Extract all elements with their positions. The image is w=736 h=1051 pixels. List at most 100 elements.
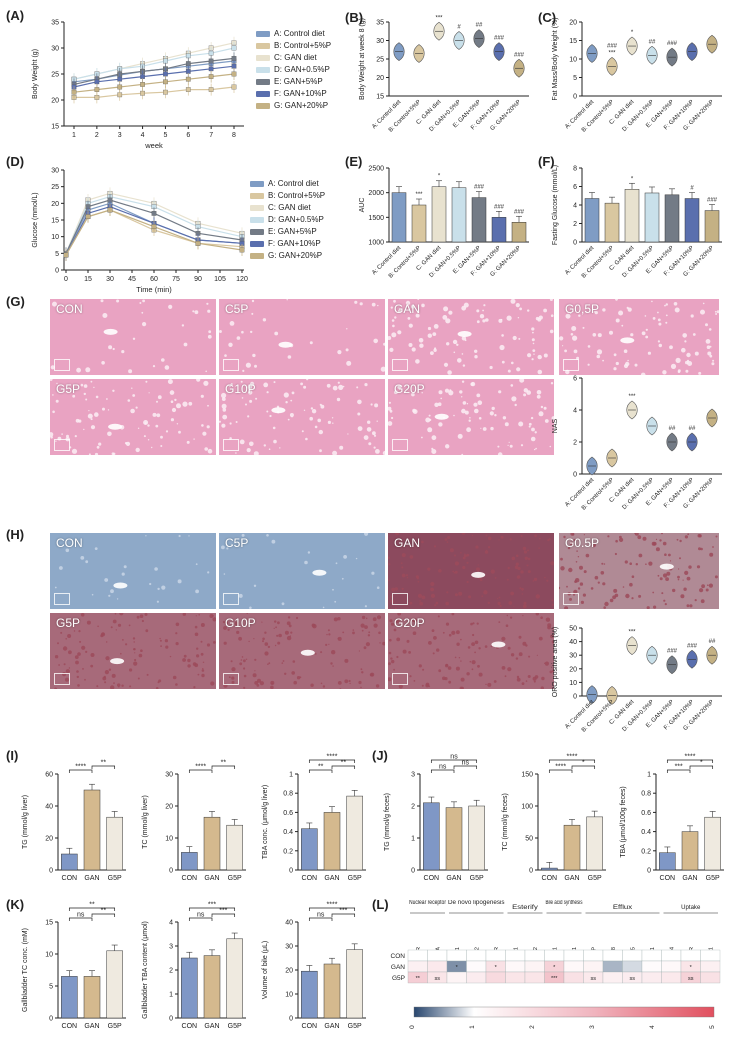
vacuole — [537, 369, 543, 375]
lipid-droplet — [577, 556, 580, 558]
vacuole — [502, 416, 507, 420]
y-tick-label: 50 — [569, 626, 577, 633]
vacuole — [466, 403, 469, 405]
lipid-droplet — [413, 680, 416, 682]
lipid-droplet — [484, 550, 489, 554]
lipid-droplet — [412, 545, 415, 547]
lipid-droplet — [337, 637, 340, 640]
vacuole — [188, 401, 193, 406]
lipid-droplet — [79, 640, 82, 643]
lipid-droplet — [376, 586, 380, 589]
inset-box — [54, 439, 70, 451]
y-axis-title: TG (mmol/g liver) — [22, 795, 29, 849]
lipid-droplet — [511, 556, 516, 561]
lipid-droplet — [469, 660, 472, 663]
y-tick-label: 20 — [569, 20, 577, 27]
lipid-droplet — [509, 538, 512, 541]
vacuole — [497, 445, 500, 448]
vacuole — [375, 449, 380, 454]
vacuole — [152, 412, 157, 417]
legend-item: D: GAN+0.5%P — [250, 214, 325, 226]
bar — [181, 852, 198, 871]
lipid-droplet — [282, 660, 285, 662]
series-line — [73, 73, 235, 93]
lipid-droplet — [686, 576, 691, 581]
vacuole — [544, 419, 549, 423]
legend-label: D: GAN+0.5%P — [274, 65, 330, 74]
vacuole — [516, 367, 521, 372]
bar — [644, 192, 660, 243]
lipid-droplet — [241, 656, 244, 658]
vacuole — [50, 365, 55, 370]
lipid-droplet — [629, 582, 633, 587]
lipid-droplet — [466, 553, 470, 557]
lipid-droplet — [198, 614, 200, 616]
lipid-droplet — [145, 535, 147, 537]
vacuole — [50, 432, 54, 437]
lipid-droplet — [523, 605, 526, 608]
vacuole — [520, 444, 524, 447]
lipid-droplet — [436, 648, 440, 652]
vacuole — [287, 355, 292, 359]
lipid-droplet — [707, 584, 709, 586]
vacuole — [90, 418, 93, 421]
vacuole — [480, 427, 482, 429]
vacuole — [171, 407, 177, 413]
lipid-droplet — [651, 541, 656, 546]
vacuole — [715, 313, 718, 315]
y-tick-label: 0 — [529, 868, 533, 875]
vacuole — [206, 302, 209, 305]
lipid-droplet — [231, 676, 235, 680]
y-axis-title: TC (mmol/g feces) — [502, 793, 509, 851]
vacuole — [160, 435, 163, 439]
lipid-droplet — [629, 562, 632, 565]
vacuole — [366, 427, 372, 432]
lipid-droplet — [460, 660, 462, 662]
vacuole — [370, 403, 373, 406]
lipid-droplet — [80, 613, 85, 617]
legend-swatch — [256, 79, 270, 85]
lipid-droplet — [331, 650, 336, 655]
bar — [681, 831, 699, 871]
lipid-droplet — [177, 579, 182, 584]
vacuole — [127, 399, 131, 402]
lipid-droplet — [360, 623, 365, 628]
lipid-droplet — [226, 547, 229, 550]
lipid-droplet — [396, 655, 399, 659]
vacuole — [457, 433, 463, 439]
lipid-droplet — [466, 561, 469, 564]
y-tick-label: 4 — [169, 920, 173, 927]
legend-swatch — [256, 43, 270, 49]
vessel-lumen — [300, 649, 315, 656]
y-tick-label: 0 — [49, 868, 53, 875]
vacuole — [391, 416, 394, 420]
x-tick-label: GAN — [564, 875, 579, 882]
lipid-droplet — [395, 533, 400, 536]
bar — [323, 812, 341, 871]
vacuole — [309, 416, 313, 421]
lipid-droplet — [433, 545, 437, 548]
vacuole — [273, 439, 277, 444]
heatmap-cell — [563, 971, 584, 984]
x-tick-label: CON — [542, 875, 558, 882]
vacuole — [66, 434, 69, 438]
data-point — [151, 210, 157, 216]
lipid-droplet — [521, 682, 525, 685]
vacuole — [569, 312, 572, 314]
lipid-droplet — [54, 687, 57, 689]
lipid-droplet — [326, 633, 328, 636]
significance-label: **** — [195, 764, 206, 771]
vacuole — [456, 343, 459, 346]
vacuole — [506, 315, 512, 321]
legend-item: B: Control+5%P — [250, 190, 325, 202]
lipid-droplet — [254, 658, 257, 661]
vacuole — [165, 430, 169, 433]
significance-label: ** — [318, 764, 324, 771]
significance-label: ** — [89, 902, 95, 909]
vacuole — [670, 363, 677, 369]
vacuole — [176, 403, 181, 409]
vacuole — [551, 416, 554, 421]
y-tick-label: 0 — [289, 868, 293, 875]
lipid-droplet — [680, 594, 685, 599]
